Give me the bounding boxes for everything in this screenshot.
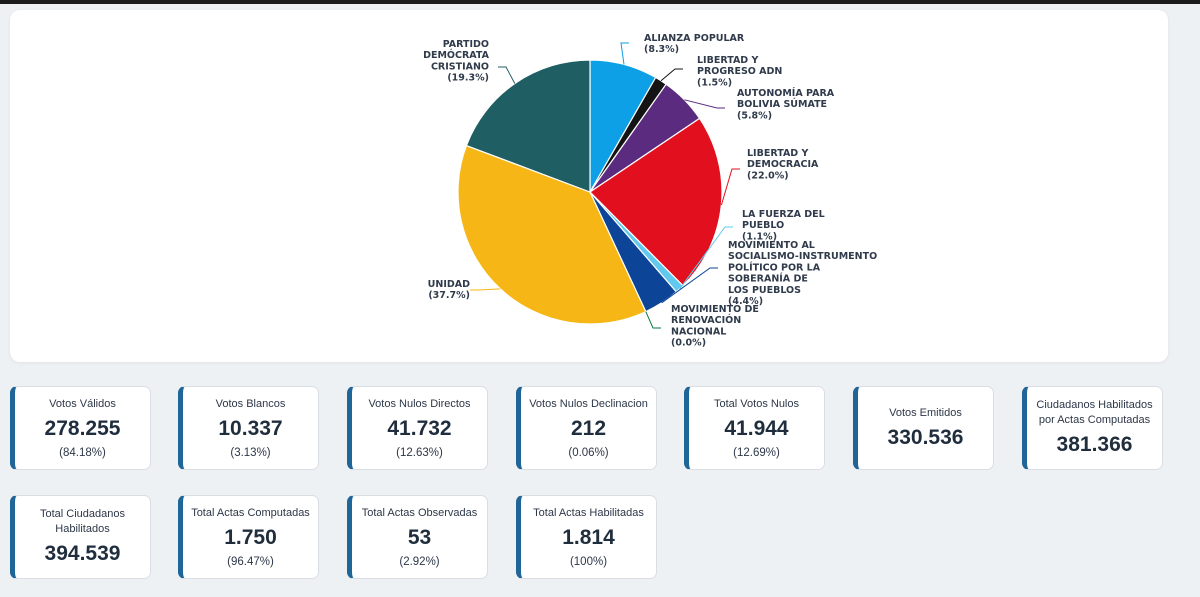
pie-slices <box>457 59 723 325</box>
stat-card-ciudadanos-habilitados-por-actas: Ciudadanos Habilitados por Actas Computa… <box>1022 386 1163 470</box>
slice-label-la-fuerza-del-pueblo: LA FUERZA DEL PUEBLO (1.1%) <box>742 209 825 242</box>
stat-percent: (0.06%) <box>568 446 609 459</box>
pie-slice-unidad[interactable] <box>457 144 647 325</box>
leader-line-libertad-y-democracia <box>720 168 740 206</box>
slice-label-unidad: UNIDAD (37.7%) <box>428 279 470 301</box>
stat-card-votos-emitidos: Votos Emitidos 330.536 <box>853 386 994 470</box>
stat-value: 53 <box>407 525 432 549</box>
stat-percent: (100%) <box>569 555 608 568</box>
stat-label: Total Actas Habilitadas <box>533 506 644 519</box>
stat-value: 10.337 <box>218 416 283 440</box>
stat-label: Total Actas Observadas <box>361 506 478 519</box>
pie-labels: ALIANZA POPULAR (8.3%)LIBERTAD Y PROGRESO … <box>423 33 877 349</box>
stat-label: Votos Nulos Directos <box>368 397 471 410</box>
leader-line-autonomia-para-bolivia-sumate <box>684 99 725 109</box>
stat-card-votos-validos: Votos Válidos 278.255 (84.18%) <box>10 386 151 470</box>
stat-label: Votos Emitidos <box>889 406 962 419</box>
leader-line-movimiento-al-socialismo-instrumento-politico-por-la-soberania-de-los-pueblos <box>661 267 718 304</box>
slice-label-alianza-popular: ALIANZA POPULAR (8.3%) <box>644 33 745 55</box>
stat-value: 278.255 <box>44 416 121 440</box>
stat-label: Total Actas Computadas <box>191 506 310 519</box>
chart-card: ALIANZA POPULAR (8.3%) LIBERTAD Y PROGRESO … <box>10 10 1168 362</box>
pie-slice-libertad-y-democracia[interactable] <box>589 117 723 287</box>
stat-percent: (2.92%) <box>399 555 440 568</box>
stat-percent: (12.63%) <box>396 446 443 459</box>
stat-value: 1.814 <box>562 525 615 549</box>
leader-line-la-fuerza-del-pueblo <box>679 226 733 290</box>
stat-value: 1.750 <box>224 525 277 549</box>
stat-card-votos-blancos: Votos Blancos 10.337 (3.13%) <box>178 386 319 470</box>
pie-slice-partido-democrata-cristiano[interactable] <box>465 59 591 193</box>
stat-percent: (3.13%) <box>230 446 271 459</box>
slice-label-libertad-y-progreso-adn: LIBERTAD Y PROGRESO ADN (1.5%) <box>697 55 782 88</box>
stat-label: Votos Válidos <box>49 397 116 410</box>
stat-value: 41.732 <box>387 416 452 440</box>
leader-line-partido-democrata-cristiano <box>498 66 516 84</box>
stat-percent: (84.18%) <box>59 446 106 459</box>
pie-chart: ALIANZA POPULAR (8.3%)LIBERTAD Y PROGRESO … <box>423 33 877 349</box>
slice-label-partido-democrata-cristiano: PARTIDO DEMÓCRATA CRISTIANO (19.3%) <box>423 39 490 84</box>
stat-card-total-actas-computadas: Total Actas Computadas 1.750 (96.47%) <box>178 495 319 579</box>
stat-card-total-actas-observadas: Total Actas Observadas 53 (2.92%) <box>347 495 488 579</box>
leader-line-movimiento-de-renovacion-nacional <box>645 311 661 329</box>
leader-line-alianza-popular <box>620 42 629 65</box>
stat-label: Total Ciudadanos Habilitados <box>39 508 125 535</box>
stat-value: 394.539 <box>44 542 121 565</box>
slice-label-autonomia-para-bolivia-sumate: AUTONOMÍA PARA BOLIVIA SÚMATE (5.8%) <box>737 87 835 121</box>
leader-line-libertad-y-progreso-adn <box>660 68 683 82</box>
stat-percent: (96.47%) <box>227 555 274 568</box>
slice-label-movimiento-de-renovacion-nacional: MOVIMIENTO DE RENOVACIÓN NACIONAL (0.0%) <box>671 304 759 349</box>
slice-label-movimiento-al-socialismo-instrumento-politico-por-la-soberania-de-los-pueblos: MOVIMIENTO AL SOCIALISMO-INSTRUMENTO POLÍT… <box>728 240 877 307</box>
leader-line-unidad <box>470 288 501 291</box>
stat-percent: (12.69%) <box>733 446 780 459</box>
stat-card-votos-nulos-declinacion: Votos Nulos Declinacion 212 (0.06%) <box>516 386 657 470</box>
stat-label: Ciudadanos Habilitados por Actas Computa… <box>1036 399 1153 426</box>
stat-card-votos-nulos-directos: Votos Nulos Directos 41.732 (12.63%) <box>347 386 488 470</box>
stat-value: 41.944 <box>724 416 789 440</box>
stat-card-total-actas-habilitadas: Total Actas Habilitadas 1.814 (100%) <box>516 495 657 579</box>
slice-label-libertad-y-democracia: LIBERTAD Y DEMOCRACIA (22.0%) <box>747 148 819 181</box>
stat-label: Votos Nulos Declinacion <box>529 397 648 410</box>
top-bar <box>0 0 1200 4</box>
stat-label: Total Votos Nulos <box>714 397 799 410</box>
stat-value: 212 <box>570 416 607 440</box>
stat-label: Votos Blancos <box>215 397 286 410</box>
stat-value: 381.366 <box>1056 433 1133 456</box>
stat-value: 330.536 <box>887 425 964 449</box>
stat-card-total-ciudadanos-habilitados: Total Ciudadanos Habilitados 394.539 <box>10 495 151 579</box>
stat-card-total-votos-nulos: Total Votos Nulos 41.944 (12.69%) <box>684 386 825 470</box>
